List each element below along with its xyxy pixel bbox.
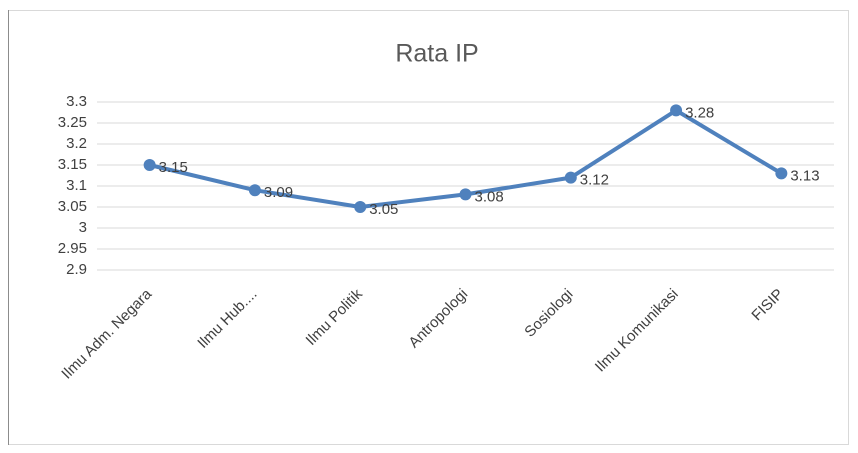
data-label: 3.08 xyxy=(475,188,504,205)
data-label: 3.09 xyxy=(264,184,293,201)
y-tick-label: 3.25 xyxy=(58,114,87,131)
data-label: 3.15 xyxy=(159,159,188,176)
data-point xyxy=(670,104,683,117)
y-tick-label: 2.95 xyxy=(58,240,87,257)
data-label: 3.12 xyxy=(580,172,609,189)
y-tick-label: 3.2 xyxy=(66,135,87,152)
data-label: 3.28 xyxy=(685,104,714,121)
data-point xyxy=(775,167,788,180)
data-point xyxy=(459,188,472,201)
data-point xyxy=(143,159,156,171)
data-label: 3.05 xyxy=(369,201,398,218)
y-tick-label: 3.3 xyxy=(66,93,87,110)
y-tick-label: 3.15 xyxy=(58,156,87,173)
y-tick-label: 3 xyxy=(79,219,87,236)
y-tick-label: 3.1 xyxy=(66,177,87,194)
data-point xyxy=(564,171,577,184)
data-label: 3.13 xyxy=(790,167,819,184)
chart-title: Rata IP xyxy=(395,40,478,68)
y-tick-label: 2.9 xyxy=(66,261,87,278)
data-point xyxy=(248,184,261,197)
y-tick-label: 3.05 xyxy=(58,198,87,215)
data-point xyxy=(354,201,367,213)
